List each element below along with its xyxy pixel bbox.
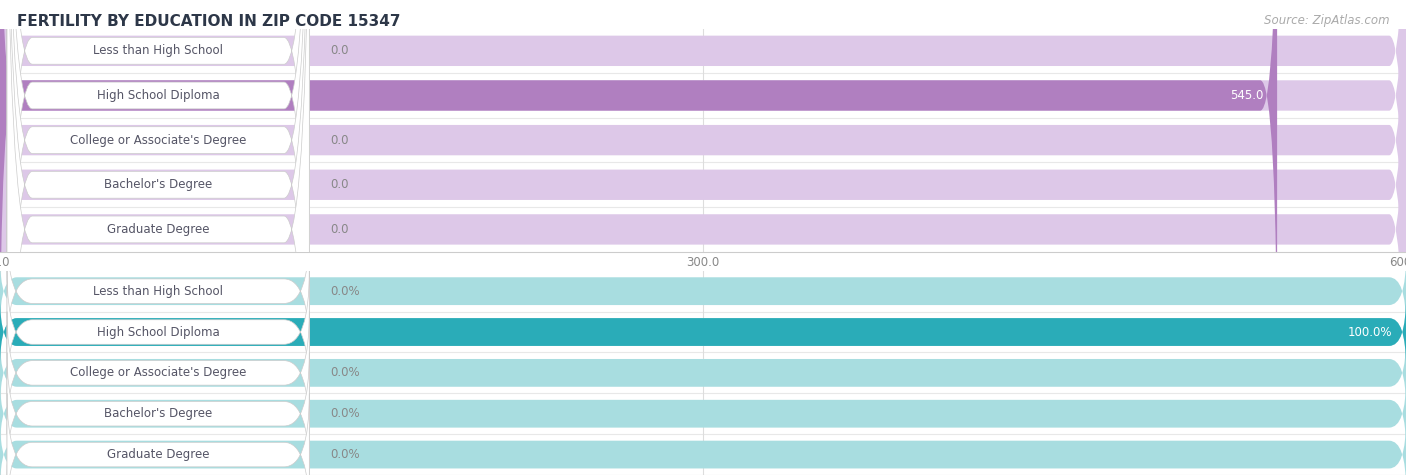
Text: 0.0%: 0.0% [330, 366, 360, 380]
FancyBboxPatch shape [0, 419, 1406, 475]
FancyBboxPatch shape [0, 379, 1406, 449]
FancyBboxPatch shape [0, 297, 1406, 367]
FancyBboxPatch shape [7, 0, 309, 475]
FancyBboxPatch shape [7, 271, 309, 393]
Text: Source: ZipAtlas.com: Source: ZipAtlas.com [1264, 14, 1389, 27]
FancyBboxPatch shape [7, 352, 309, 475]
Text: 0.0: 0.0 [330, 178, 349, 191]
FancyBboxPatch shape [0, 0, 1406, 357]
Text: Graduate Degree: Graduate Degree [107, 223, 209, 236]
Text: College or Associate's Degree: College or Associate's Degree [70, 366, 246, 380]
Text: FERTILITY BY EDUCATION IN ZIP CODE 15347: FERTILITY BY EDUCATION IN ZIP CODE 15347 [17, 14, 401, 29]
Text: Bachelor's Degree: Bachelor's Degree [104, 178, 212, 191]
Text: 0.0: 0.0 [330, 133, 349, 147]
Text: College or Associate's Degree: College or Associate's Degree [70, 133, 246, 147]
Text: Less than High School: Less than High School [93, 285, 224, 298]
FancyBboxPatch shape [7, 0, 309, 475]
Text: 0.0%: 0.0% [330, 448, 360, 461]
Text: 545.0: 545.0 [1230, 89, 1263, 102]
FancyBboxPatch shape [7, 0, 309, 475]
FancyBboxPatch shape [0, 297, 1406, 367]
Text: 100.0%: 100.0% [1347, 325, 1392, 339]
FancyBboxPatch shape [0, 0, 1277, 402]
Text: 0.0%: 0.0% [330, 407, 360, 420]
FancyBboxPatch shape [0, 0, 1406, 402]
Text: Less than High School: Less than High School [93, 44, 224, 57]
FancyBboxPatch shape [0, 338, 1406, 408]
FancyBboxPatch shape [7, 0, 309, 475]
Text: Bachelor's Degree: Bachelor's Degree [104, 407, 212, 420]
Text: 0.0%: 0.0% [330, 285, 360, 298]
FancyBboxPatch shape [0, 256, 1406, 326]
Text: High School Diploma: High School Diploma [97, 89, 219, 102]
FancyBboxPatch shape [7, 0, 309, 475]
Text: 0.0: 0.0 [330, 44, 349, 57]
Text: High School Diploma: High School Diploma [97, 325, 219, 339]
FancyBboxPatch shape [7, 312, 309, 434]
FancyBboxPatch shape [0, 0, 1406, 446]
FancyBboxPatch shape [7, 230, 309, 352]
FancyBboxPatch shape [7, 393, 309, 475]
Text: 0.0: 0.0 [330, 223, 349, 236]
Text: Graduate Degree: Graduate Degree [107, 448, 209, 461]
